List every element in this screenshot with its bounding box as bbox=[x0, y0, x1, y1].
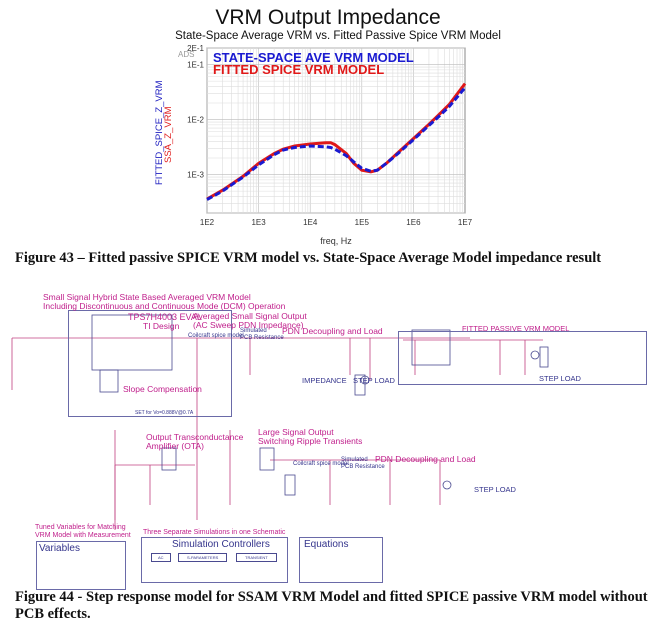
label-pcb: Simulated bbox=[240, 328, 267, 334]
equations-title: Equations bbox=[304, 539, 349, 550]
x-axis-label: freq, Hz bbox=[320, 236, 352, 246]
ac-controller[interactable]: AC bbox=[151, 553, 171, 562]
label-coilcraft: Coilcraft spice model bbox=[188, 333, 244, 339]
chart-title: VRM Output Impedance bbox=[215, 6, 441, 29]
label-pcb-2: PCB Resistance bbox=[240, 335, 284, 341]
label-three: Three Separate Simulations in one Schema… bbox=[143, 529, 286, 536]
chart-subtitle: State-Space Average VRM vs. Fitted Passi… bbox=[175, 30, 501, 42]
label-pcb-4: PCB Resistance bbox=[341, 464, 385, 470]
label-tps: TPS7H4003 EVAL bbox=[128, 312, 202, 322]
y-tick-label: 1E-3 bbox=[187, 171, 204, 180]
schematic-wires bbox=[11, 314, 549, 530]
label-slope: Slope Compensation bbox=[123, 384, 202, 394]
equations-box: Equations bbox=[299, 537, 383, 583]
label-fitted: FITTED PASSIVE VRM MODEL bbox=[462, 324, 570, 333]
y-tick-label: 1E-1 bbox=[187, 61, 204, 70]
label-large-2: Switching Ripple Transients bbox=[258, 436, 363, 446]
x-tick-label: 1E3 bbox=[251, 218, 266, 227]
label-ota: Output Transconductance bbox=[146, 432, 244, 442]
transient-controller[interactable]: TRANSIENT bbox=[236, 553, 277, 562]
fitted-passive-box bbox=[398, 331, 647, 385]
x-tick-label: 1E5 bbox=[355, 218, 370, 227]
label-step-3: STEP LOAD bbox=[474, 485, 516, 494]
label-avg: Averaged Small Signal Output bbox=[193, 311, 307, 321]
label-hybrid: Small Signal Hybrid State Based Averaged… bbox=[43, 292, 251, 302]
figure-44-caption: Figure 44 - Step response model for SSAM… bbox=[15, 589, 648, 605]
y-axis-label-fitted: FITTED_SPICE_Z_VRM bbox=[154, 80, 165, 185]
tps-eval-box bbox=[68, 310, 232, 417]
label-step-2: STEP LOAD bbox=[539, 374, 581, 383]
simulation-controllers-box: Simulation Controllers AC S-PARAMETERS T… bbox=[141, 537, 288, 583]
x-tick-label: 1E4 bbox=[303, 218, 318, 227]
label-step: STEP LOAD bbox=[353, 376, 395, 385]
impedance-chart: 1E2 1E3 1E4 1E5 1E6 1E7 2E-1 1E-1 1E-2 1E-3 freq, … bbox=[154, 44, 473, 246]
x-tick-label: 1E2 bbox=[200, 218, 215, 227]
variables-box: Variables bbox=[36, 541, 126, 590]
label-pcb-3: Simulated bbox=[341, 457, 368, 463]
label-ota-2: Amplifier (OTA) bbox=[146, 441, 204, 451]
label-hybrid-2: Including Discontinuous and Continuous M… bbox=[43, 301, 286, 311]
label-pdn-2: PDN Decoupling and Load bbox=[375, 454, 476, 464]
legend-entry: STATE-SPACE AVE VRM MODEL bbox=[213, 50, 414, 65]
simulation-controllers-title: Simulation Controllers bbox=[172, 539, 270, 550]
label-avg-2: (AC Sweep PDN Impedance) bbox=[193, 320, 304, 330]
y-tick-label: 1E-2 bbox=[187, 116, 204, 125]
label-impedance: IMPEDANCE bbox=[302, 376, 347, 385]
y-tick-label: 2E-1 bbox=[187, 44, 204, 53]
s-parameters-controller[interactable]: S-PARAMETERS bbox=[178, 553, 228, 562]
label-tuned: Tuned Variables for Matching bbox=[35, 524, 126, 531]
variables-title: Variables bbox=[39, 543, 80, 554]
figure-43-caption: Figure 43 – Fitted passive SPICE VRM mod… bbox=[15, 250, 602, 266]
label-set: SET for Vo=0.888V@0.7A bbox=[135, 410, 194, 416]
series-line-ssa bbox=[206, 86, 467, 201]
figure-44-caption-2: PCB effects. bbox=[15, 606, 91, 622]
ads-watermark: ADS bbox=[178, 50, 195, 59]
legend-entry: FITTED SPICE VRM MODEL bbox=[213, 62, 384, 77]
label-coilcraft-2: Coilcraft spice model bbox=[293, 461, 349, 467]
label-pdn: PDN Decoupling and Load bbox=[282, 326, 383, 336]
y-axis-label-ssa: SSA_Z_VRM bbox=[163, 106, 174, 163]
x-tick-label: 1E6 bbox=[406, 218, 421, 227]
label-ti: TI Design bbox=[143, 321, 180, 331]
label-tuned-2: VRM Model with Measurement bbox=[35, 532, 131, 539]
label-large: Large Signal Output bbox=[258, 427, 334, 437]
x-tick-label: 1E7 bbox=[458, 218, 473, 227]
